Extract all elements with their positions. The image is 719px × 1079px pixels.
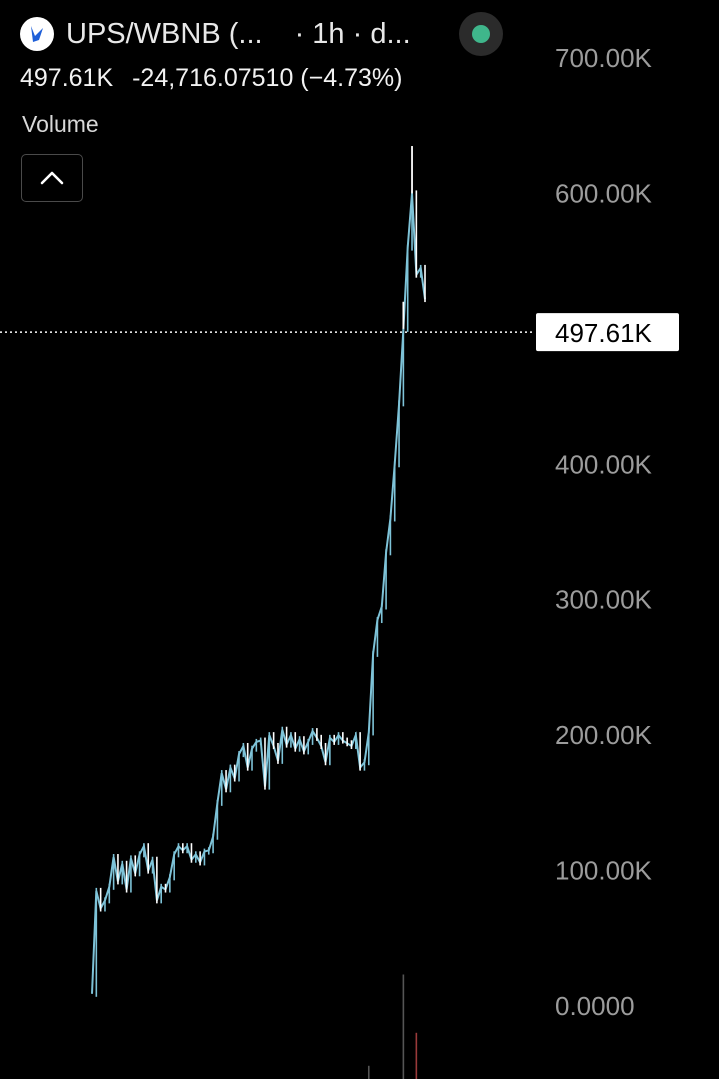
- y-tick-label: 100.00K: [555, 856, 653, 886]
- price-series: [91, 146, 426, 997]
- volume-label: Volume: [22, 111, 99, 137]
- status-indicator: [459, 12, 503, 56]
- price-line: [91, 193, 426, 994]
- volume-bars: [367, 974, 418, 1079]
- y-tick-label: 400.00K: [555, 449, 653, 479]
- y-tick-label: 600.00K: [555, 178, 653, 208]
- volume-bar: [367, 1065, 370, 1079]
- volume-bar: [415, 1032, 418, 1079]
- token-logo-icon: [20, 17, 54, 51]
- trading-pair[interactable]: UPS/WBNB (...: [66, 17, 263, 50]
- price-summary: 497.61K -24,716.07510 (−4.73%): [20, 64, 402, 93]
- price-change: -24,716.07510 (−4.73%): [132, 64, 403, 92]
- last-price-label: 497.61K: [555, 318, 653, 348]
- status-dot-icon: [472, 25, 490, 43]
- chart-header: UPS/WBNB (... · 1h · d...: [20, 14, 519, 54]
- volume-bar: [402, 974, 405, 1079]
- current-price: 497.61K: [20, 64, 114, 92]
- chevron-up-icon: [40, 171, 64, 185]
- last-price-tag: 497.61K: [536, 313, 679, 352]
- y-tick-label: 200.00K: [555, 720, 653, 750]
- collapse-button[interactable]: [21, 154, 83, 202]
- y-axis: 700.00K 600.00K 400.00K 300.00K 200.00K 100.0…: [555, 43, 653, 1021]
- y-tick-label: 300.00K: [555, 585, 653, 615]
- y-tick-label: 0.0000: [555, 991, 635, 1021]
- y-tick-label: 700.00K: [555, 43, 653, 73]
- interval-selector[interactable]: · 1h · d...: [294, 17, 411, 50]
